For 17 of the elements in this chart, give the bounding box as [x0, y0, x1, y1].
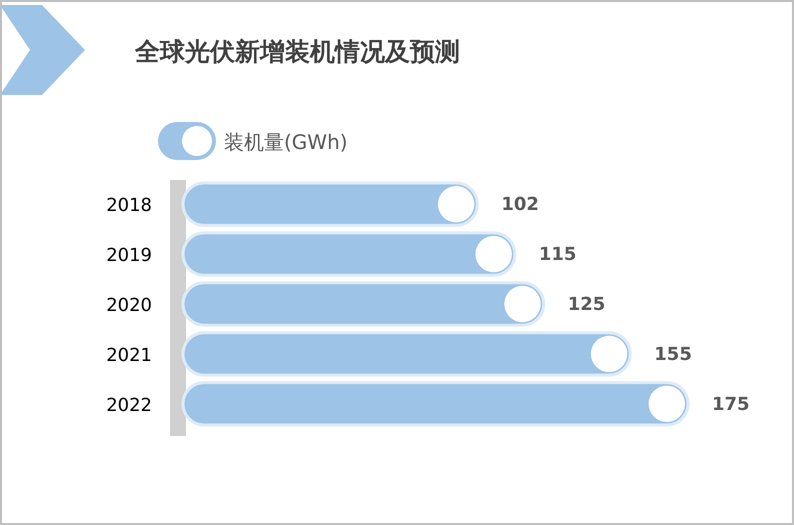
data-label: 175: [712, 394, 750, 415]
y-tick-label: 2020: [106, 295, 152, 316]
y-tick-label: 2019: [106, 245, 152, 266]
data-label: 155: [654, 344, 692, 365]
chart-title: 全球光伏新增装机情况及预测: [134, 37, 460, 66]
bar: [182, 182, 479, 227]
y-tick-label: 2022: [106, 394, 152, 416]
bar: [182, 381, 690, 426]
series-label: 装机量(GWh): [224, 130, 348, 154]
data-label: 102: [501, 194, 539, 216]
bar: [182, 231, 516, 277]
y-tick-label: 2018: [106, 195, 152, 216]
bar: [182, 331, 632, 377]
data-label: 125: [568, 294, 606, 315]
bar: [182, 281, 546, 327]
y-tick-label: 2021: [106, 344, 152, 366]
data-label: 115: [538, 244, 576, 266]
